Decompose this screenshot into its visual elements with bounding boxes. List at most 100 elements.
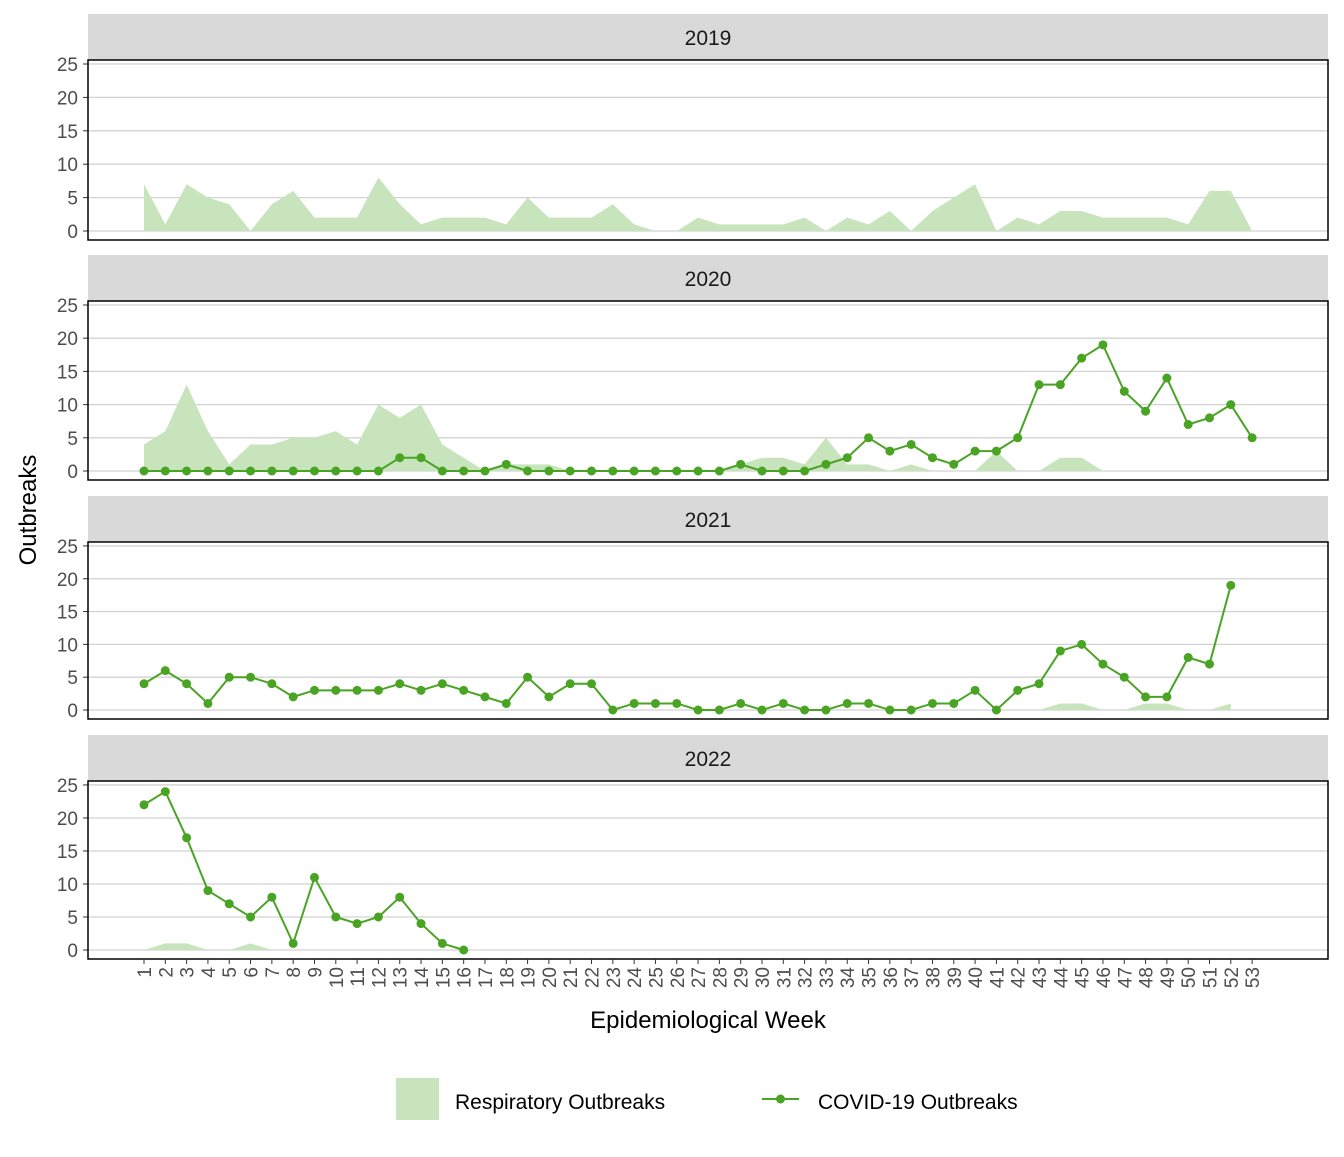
covid-point	[608, 705, 618, 715]
covid-point	[395, 892, 405, 902]
covid-point	[885, 705, 895, 715]
x-tick-label: 20	[540, 967, 561, 988]
covid-point	[246, 466, 256, 476]
covid-point	[1119, 672, 1129, 682]
covid-point	[395, 453, 405, 463]
y-tick-label: 15	[57, 122, 78, 143]
covid-point	[309, 466, 319, 476]
covid-point	[587, 679, 597, 689]
panel-2022: 2022 0 5 10 15 20 25	[57, 735, 1329, 962]
panel-border	[87, 541, 1329, 720]
legend-key-covid-point	[776, 1094, 785, 1104]
covid-point	[459, 945, 469, 955]
y-tick-label: 0	[67, 462, 78, 483]
covid-point	[1247, 433, 1257, 443]
covid-point	[182, 679, 192, 689]
legend-label-covid: COVID-19 Outbreaks	[818, 1091, 1018, 1114]
x-tick-label: 28	[710, 967, 731, 988]
y-tick-label: 20	[57, 809, 78, 830]
covid-point	[1034, 380, 1044, 390]
x-tick-label: 49	[1158, 967, 1179, 988]
x-tick-label: 40	[966, 967, 987, 988]
covid-point	[523, 672, 533, 682]
x-tick-label: 8	[284, 967, 305, 978]
x-tick-label: 32	[796, 967, 817, 988]
x-tick-label: 47	[1115, 967, 1136, 988]
covid-point	[1055, 646, 1065, 656]
y-tick-label: 15	[57, 603, 78, 624]
covid-point	[1034, 679, 1044, 689]
covid-point	[246, 912, 256, 922]
covid-point	[352, 685, 362, 695]
x-tick-label: 45	[1073, 967, 1094, 988]
covid-point	[309, 685, 319, 695]
x-tick-label: 7	[263, 967, 284, 978]
covid-point	[714, 705, 724, 715]
x-tick-label: 50	[1179, 967, 1200, 988]
x-tick-label: 25	[646, 967, 667, 988]
covid-point	[587, 466, 597, 476]
covid-point	[1162, 692, 1172, 702]
x-tick-label: 38	[923, 967, 944, 988]
x-tick-label: 30	[753, 967, 774, 988]
x-tick-label: 15	[433, 967, 454, 988]
covid-point	[1162, 373, 1172, 383]
covid-point	[224, 672, 234, 682]
covid-point	[437, 938, 447, 948]
covid-point	[629, 698, 639, 708]
y-tick-label: 20	[57, 88, 78, 109]
covid-point	[970, 685, 980, 695]
covid-point	[331, 685, 341, 695]
covid-point	[331, 466, 341, 476]
covid-point	[650, 466, 660, 476]
panel-border	[87, 780, 1329, 960]
covid-point	[160, 466, 170, 476]
y-tick-label: 15	[57, 842, 78, 863]
covid-point	[906, 439, 916, 449]
respiratory-area	[144, 177, 1253, 231]
covid-point	[373, 912, 383, 922]
covid-point	[608, 466, 618, 476]
covid-point	[842, 453, 852, 463]
x-tick-label: 17	[476, 967, 497, 988]
y-axis-title: Outbreaks	[15, 455, 42, 566]
facet-label: 2022	[685, 748, 732, 771]
covid-point	[459, 685, 469, 695]
x-tick-label: 41	[987, 967, 1008, 988]
panel-2019: 2019 0 5 10 15 20 25	[57, 14, 1329, 243]
covid-point	[693, 466, 703, 476]
covid-point	[864, 698, 874, 708]
covid-point	[906, 705, 916, 715]
x-tick-label: 27	[689, 967, 710, 988]
x-tick-label: 52	[1222, 967, 1243, 988]
covid-point	[991, 446, 1001, 456]
y-tick-label: 5	[67, 189, 78, 210]
x-tick-label: 16	[455, 967, 476, 988]
covid-point	[736, 459, 746, 469]
covid-point	[288, 938, 298, 948]
x-tick-label: 12	[369, 967, 390, 988]
covid-point	[693, 705, 703, 715]
y-tick-label: 5	[67, 429, 78, 450]
x-tick-label: 2	[156, 967, 177, 978]
covid-point	[267, 679, 277, 689]
covid-point	[373, 466, 383, 476]
y-tick-label: 25	[57, 55, 78, 76]
y-tick-label: 20	[57, 329, 78, 350]
covid-point	[544, 466, 554, 476]
x-tick-label: 10	[327, 967, 348, 988]
covid-point	[480, 692, 490, 702]
covid-point	[927, 698, 937, 708]
covid-point	[672, 698, 682, 708]
covid-point	[1013, 685, 1023, 695]
covid-point	[224, 899, 234, 909]
x-tick-label: 26	[668, 967, 689, 988]
covid-point	[778, 466, 788, 476]
covid-point	[991, 705, 1001, 715]
covid-point	[501, 459, 511, 469]
y-tick-label: 25	[57, 776, 78, 797]
covid-point	[373, 685, 383, 695]
x-tick-label: 43	[1030, 967, 1051, 988]
covid-point	[885, 446, 895, 456]
